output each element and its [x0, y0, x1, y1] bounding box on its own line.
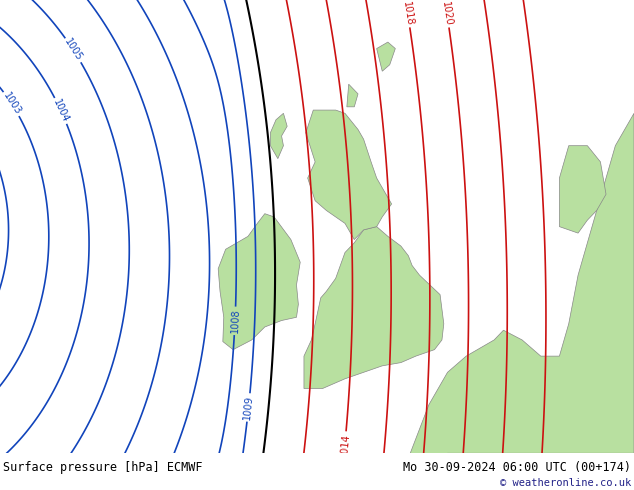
Polygon shape [270, 113, 287, 159]
Text: Surface pressure [hPa] ECMWF: Surface pressure [hPa] ECMWF [3, 461, 203, 474]
Text: 1018: 1018 [401, 0, 415, 26]
Polygon shape [347, 84, 358, 107]
Text: 1009: 1009 [242, 395, 255, 420]
Polygon shape [306, 110, 392, 240]
Text: 1003: 1003 [1, 91, 22, 117]
Polygon shape [559, 146, 606, 233]
Text: 1005: 1005 [63, 37, 84, 63]
Text: 1014: 1014 [339, 433, 351, 458]
Polygon shape [218, 214, 301, 350]
Text: 1020: 1020 [440, 0, 454, 26]
Polygon shape [377, 42, 396, 71]
Text: © weatheronline.co.uk: © weatheronline.co.uk [500, 478, 631, 489]
Text: 1016: 1016 [373, 482, 386, 490]
Text: Mo 30-09-2024 06:00 UTC (00+174): Mo 30-09-2024 06:00 UTC (00+174) [403, 461, 631, 474]
Text: 1004: 1004 [51, 98, 70, 124]
Text: 1008: 1008 [230, 308, 240, 333]
Polygon shape [317, 113, 634, 490]
Polygon shape [304, 226, 444, 389]
